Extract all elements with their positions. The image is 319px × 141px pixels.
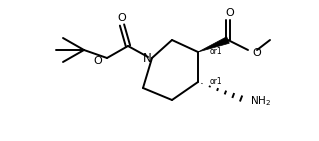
- Polygon shape: [198, 37, 229, 52]
- Text: O: O: [226, 8, 234, 18]
- Text: or1: or1: [210, 78, 223, 86]
- Text: NH$_2$: NH$_2$: [250, 94, 271, 108]
- Text: O: O: [252, 48, 261, 58]
- Text: or1: or1: [210, 48, 223, 57]
- Text: O: O: [118, 13, 126, 23]
- Text: N: N: [143, 52, 152, 66]
- Text: O: O: [93, 56, 102, 66]
